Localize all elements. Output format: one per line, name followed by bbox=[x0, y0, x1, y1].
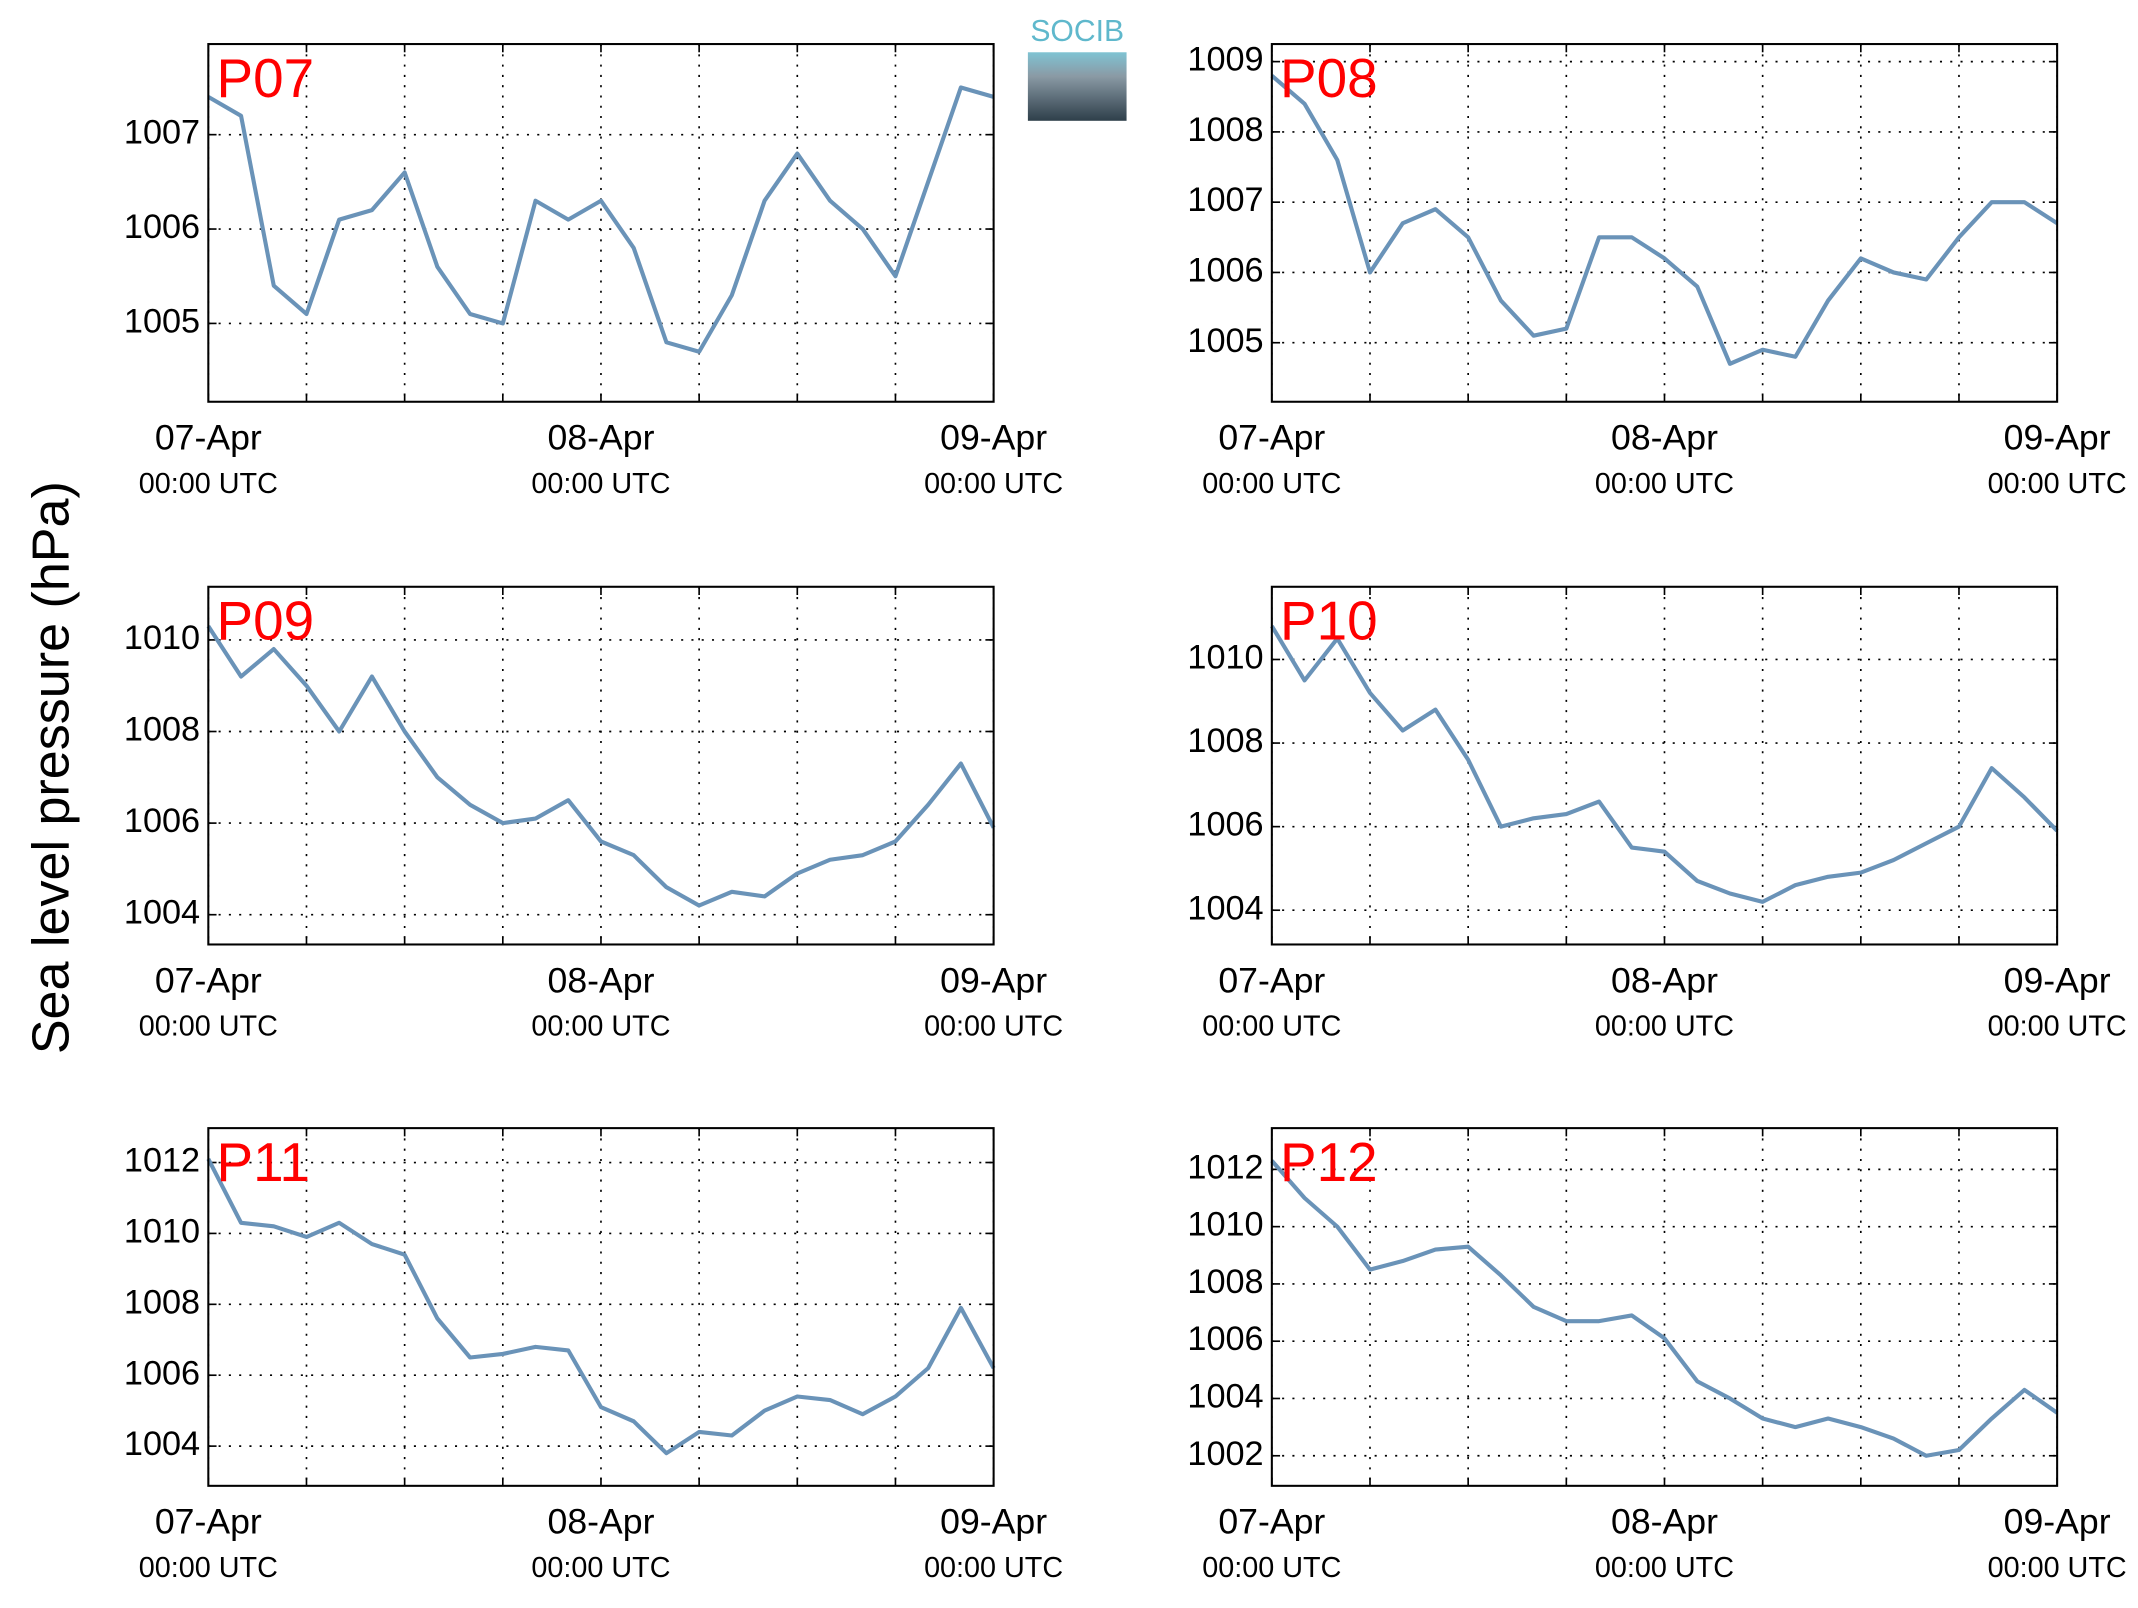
y-tick-label: 1008 bbox=[124, 711, 200, 749]
panel-title: P07 bbox=[217, 47, 315, 109]
y-tick-label: 1008 bbox=[1187, 111, 1263, 149]
y-tick-label: 1010 bbox=[1187, 1206, 1263, 1244]
y-tick-label: 1006 bbox=[124, 208, 200, 246]
x-tick-sublabel: 00:00 UTC bbox=[1988, 1552, 2127, 1584]
panel-title: P08 bbox=[1280, 47, 1378, 109]
x-tick-sublabel: 00:00 UTC bbox=[1202, 468, 1341, 500]
x-tick-label: 07-Apr bbox=[1218, 418, 1325, 458]
y-tick-label: 1006 bbox=[124, 802, 200, 840]
plot-frame bbox=[207, 43, 995, 403]
x-tick-sublabel: 00:00 UTC bbox=[924, 1552, 1063, 1584]
x-tick-sublabel: 00:00 UTC bbox=[531, 1552, 670, 1584]
y-tick-label: 1008 bbox=[1187, 1263, 1263, 1301]
x-tick-label: 09-Apr bbox=[940, 1502, 1047, 1542]
y-tick-label: 1005 bbox=[124, 302, 200, 340]
plot-frame bbox=[1270, 585, 2059, 946]
y-tick-label: 1008 bbox=[1187, 722, 1263, 760]
x-tick-label: 09-Apr bbox=[2004, 960, 2111, 1000]
y-tick-label: 1012 bbox=[124, 1142, 200, 1180]
panel: 1002 1004 1006 1008 1010 1012 07-Apr 00:00 UTC 0… bbox=[1187, 1127, 2127, 1584]
logo-graphic bbox=[1027, 52, 1127, 121]
plot-frame bbox=[1270, 1127, 2059, 1487]
x-tick-sublabel: 00:00 UTC bbox=[1595, 1552, 1734, 1584]
y-tick-label: 1010 bbox=[124, 1212, 200, 1250]
x-tick-label: 09-Apr bbox=[2004, 418, 2111, 458]
x-tick-label: 08-Apr bbox=[1611, 960, 1718, 1000]
x-tick-label: 08-Apr bbox=[548, 1502, 655, 1542]
logo: SOCIB bbox=[1030, 15, 1124, 48]
x-tick-sublabel: 00:00 UTC bbox=[1202, 1011, 1341, 1043]
x-tick-label: 09-Apr bbox=[2004, 1502, 2111, 1542]
x-tick-sublabel: 00:00 UTC bbox=[1595, 1011, 1734, 1043]
series-line bbox=[207, 85, 995, 354]
y-tick-label: 1010 bbox=[1187, 639, 1263, 677]
panel: 1005 1006 1007 1008 1009 07-Apr 00:00 UTC 08-Ap… bbox=[1187, 41, 2126, 500]
y-tick-label: 1009 bbox=[1187, 41, 1263, 79]
x-tick-label: 07-Apr bbox=[155, 1502, 262, 1542]
series-line bbox=[1270, 624, 2059, 904]
x-tick-label: 07-Apr bbox=[1218, 960, 1325, 1000]
plot-frame bbox=[1270, 43, 2059, 403]
x-tick-sublabel: 00:00 UTC bbox=[1202, 1552, 1341, 1584]
y-tick-label: 1010 bbox=[124, 619, 200, 657]
series-line bbox=[1270, 74, 2059, 366]
panel-title: P10 bbox=[1280, 590, 1378, 652]
y-tick-label: 1004 bbox=[124, 1425, 200, 1463]
x-tick-sublabel: 00:00 UTC bbox=[139, 468, 278, 500]
panel-title: P12 bbox=[1280, 1131, 1378, 1193]
y-tick-label: 1012 bbox=[1187, 1148, 1263, 1186]
plot-frame bbox=[207, 585, 995, 946]
x-tick-label: 09-Apr bbox=[940, 960, 1047, 1000]
panel: 1004 1006 1008 1010 07-Apr 00:00 UTC 08-Apr 00:… bbox=[124, 585, 1063, 1043]
x-tick-label: 09-Apr bbox=[940, 418, 1047, 458]
y-tick-label: 1002 bbox=[1187, 1435, 1263, 1473]
x-tick-label: 07-Apr bbox=[155, 418, 262, 458]
x-tick-label: 08-Apr bbox=[548, 418, 655, 458]
y-axis-label: Sea level pressure (hPa) bbox=[23, 481, 81, 1054]
x-tick-sublabel: 00:00 UTC bbox=[531, 1011, 670, 1043]
y-tick-label: 1004 bbox=[124, 894, 200, 932]
x-tick-sublabel: 00:00 UTC bbox=[924, 468, 1063, 500]
panel: 1004 1006 1008 1010 1012 07-Apr 00:00 UTC 08-Ap… bbox=[124, 1127, 1063, 1584]
y-tick-label: 1005 bbox=[1187, 322, 1263, 360]
y-tick-label: 1007 bbox=[124, 114, 200, 152]
y-tick-label: 1006 bbox=[1187, 251, 1263, 289]
x-tick-sublabel: 00:00 UTC bbox=[139, 1011, 278, 1043]
y-tick-label: 1006 bbox=[1187, 1320, 1263, 1358]
x-tick-sublabel: 00:00 UTC bbox=[139, 1552, 278, 1584]
x-tick-label: 07-Apr bbox=[155, 960, 262, 1000]
series-line bbox=[1270, 1159, 2059, 1458]
y-tick-label: 1004 bbox=[1187, 889, 1263, 927]
plot-frame bbox=[207, 1127, 995, 1487]
series-line bbox=[206, 1158, 996, 1456]
y-tick-label: 1004 bbox=[1187, 1378, 1263, 1416]
panel: 1004 1006 1008 1010 07-Apr 00:00 UTC 08-Apr 00:… bbox=[1187, 585, 2127, 1043]
x-tick-sublabel: 00:00 UTC bbox=[1988, 1011, 2127, 1043]
x-tick-label: 08-Apr bbox=[548, 960, 655, 1000]
y-tick-label: 1007 bbox=[1187, 181, 1263, 219]
y-tick-label: 1006 bbox=[124, 1354, 200, 1392]
x-tick-sublabel: 00:00 UTC bbox=[1988, 468, 2127, 500]
x-tick-sublabel: 00:00 UTC bbox=[1595, 468, 1734, 500]
panel-title: P11 bbox=[217, 1131, 310, 1193]
y-tick-label: 1006 bbox=[1187, 806, 1263, 844]
x-tick-sublabel: 00:00 UTC bbox=[924, 1011, 1063, 1043]
x-tick-label: 07-Apr bbox=[1218, 1502, 1325, 1542]
series-line bbox=[206, 625, 996, 908]
panel-title: P09 bbox=[217, 590, 315, 652]
x-tick-label: 08-Apr bbox=[1611, 1502, 1718, 1542]
x-tick-label: 08-Apr bbox=[1611, 418, 1718, 458]
y-tick-label: 1008 bbox=[124, 1283, 200, 1321]
panel: 1005 1006 1007 07-Apr 00:00 UTC 08-Apr 00:00 U… bbox=[124, 43, 1063, 500]
x-tick-sublabel: 00:00 UTC bbox=[531, 468, 670, 500]
